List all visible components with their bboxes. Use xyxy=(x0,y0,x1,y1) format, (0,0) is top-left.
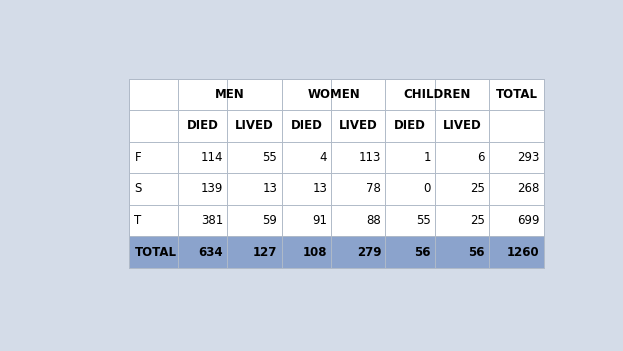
Text: 91: 91 xyxy=(312,214,327,227)
Bar xyxy=(128,79,544,268)
Text: 699: 699 xyxy=(517,214,540,227)
Text: 13: 13 xyxy=(262,183,277,196)
Text: 114: 114 xyxy=(201,151,223,164)
Text: 0: 0 xyxy=(424,183,431,196)
Text: 139: 139 xyxy=(201,183,223,196)
Text: 55: 55 xyxy=(416,214,431,227)
Text: F: F xyxy=(135,151,141,164)
Text: 78: 78 xyxy=(366,183,381,196)
Text: 13: 13 xyxy=(312,183,327,196)
Text: CHILDREN: CHILDREN xyxy=(404,88,471,101)
Text: TOTAL: TOTAL xyxy=(495,88,538,101)
Text: 1260: 1260 xyxy=(507,246,540,259)
Text: DIED: DIED xyxy=(187,119,219,132)
Text: 279: 279 xyxy=(356,246,381,259)
Text: 88: 88 xyxy=(366,214,381,227)
Text: 1: 1 xyxy=(424,151,431,164)
Text: 127: 127 xyxy=(253,246,277,259)
Text: 381: 381 xyxy=(201,214,223,227)
Text: LIVED: LIVED xyxy=(235,119,274,132)
Text: LIVED: LIVED xyxy=(443,119,482,132)
Text: 25: 25 xyxy=(470,183,485,196)
Text: 293: 293 xyxy=(517,151,540,164)
Text: MEN: MEN xyxy=(215,88,245,101)
Text: 4: 4 xyxy=(320,151,327,164)
Text: S: S xyxy=(135,183,142,196)
Text: 55: 55 xyxy=(262,151,277,164)
Text: LIVED: LIVED xyxy=(339,119,378,132)
Text: 108: 108 xyxy=(303,246,327,259)
Text: 59: 59 xyxy=(262,214,277,227)
Text: 268: 268 xyxy=(517,183,540,196)
Text: 56: 56 xyxy=(468,246,485,259)
Text: T: T xyxy=(135,214,142,227)
Text: WOMEN: WOMEN xyxy=(307,88,360,101)
Text: 56: 56 xyxy=(414,246,431,259)
Text: TOTAL: TOTAL xyxy=(135,246,176,259)
Text: 113: 113 xyxy=(359,151,381,164)
Text: 634: 634 xyxy=(199,246,223,259)
Bar xyxy=(128,236,544,268)
Text: DIED: DIED xyxy=(290,119,322,132)
Text: DIED: DIED xyxy=(394,119,426,132)
Text: 25: 25 xyxy=(470,214,485,227)
Text: 6: 6 xyxy=(477,151,485,164)
